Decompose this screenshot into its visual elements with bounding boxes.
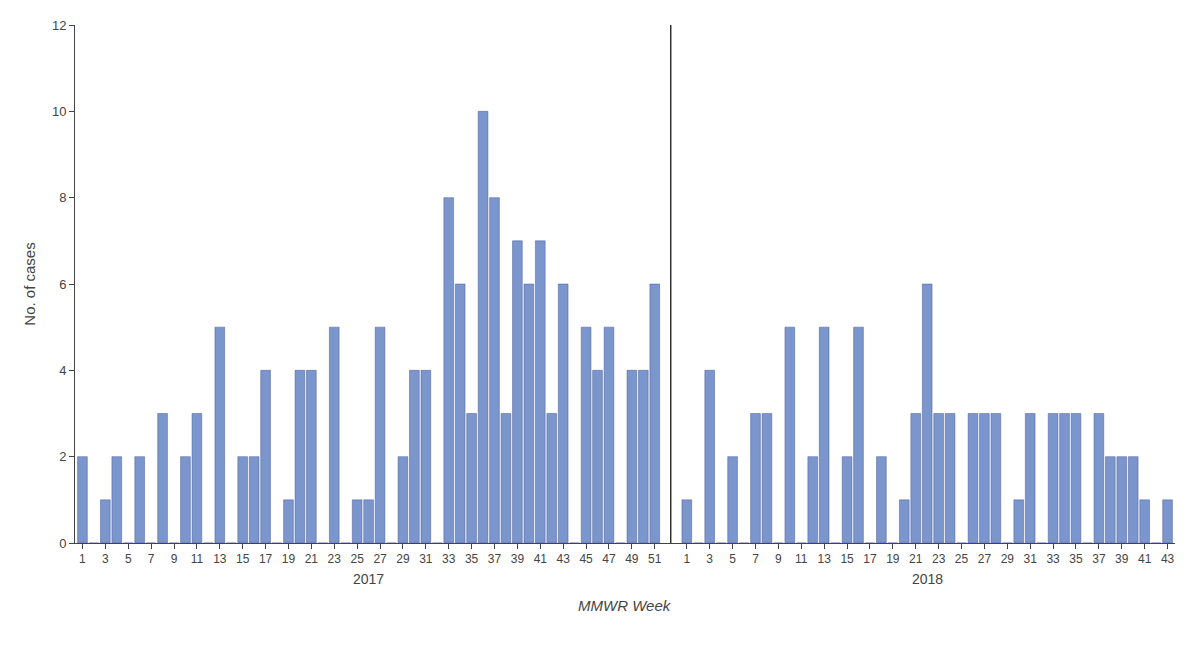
svg-text:1: 1 [79,552,86,566]
svg-text:21: 21 [909,552,923,566]
svg-text:2017: 2017 [353,571,384,587]
svg-text:31: 31 [1024,552,1038,566]
svg-text:27: 27 [978,552,992,566]
svg-text:23: 23 [328,552,342,566]
svg-text:43: 43 [557,552,571,566]
svg-text:0: 0 [59,536,66,551]
svg-text:35: 35 [1069,552,1083,566]
svg-text:7: 7 [752,552,759,566]
svg-text:10: 10 [52,104,66,119]
svg-text:41: 41 [1138,552,1152,566]
svg-text:13: 13 [817,552,831,566]
svg-text:47: 47 [602,552,616,566]
svg-text:29: 29 [1001,552,1015,566]
svg-text:9: 9 [775,552,782,566]
svg-text:MMWR Week: MMWR Week [578,597,672,614]
svg-text:43: 43 [1161,552,1175,566]
svg-text:9: 9 [171,552,178,566]
svg-text:33: 33 [442,552,456,566]
svg-text:11: 11 [795,552,808,566]
svg-text:No. of cases: No. of cases [21,242,38,325]
svg-text:49: 49 [625,552,639,566]
svg-text:35: 35 [465,552,479,566]
svg-text:17: 17 [863,552,877,566]
svg-text:15: 15 [840,552,854,566]
svg-text:19: 19 [282,552,296,566]
svg-text:12: 12 [52,18,66,33]
svg-text:39: 39 [1115,552,1129,566]
svg-text:4: 4 [59,363,66,378]
svg-text:45: 45 [579,552,593,566]
svg-text:21: 21 [305,552,319,566]
svg-text:39: 39 [511,552,525,566]
svg-text:37: 37 [1092,552,1106,566]
svg-text:25: 25 [350,552,364,566]
svg-text:29: 29 [396,552,410,566]
svg-text:17: 17 [259,552,273,566]
svg-text:19: 19 [886,552,900,566]
svg-text:1: 1 [683,552,690,566]
svg-text:27: 27 [373,552,387,566]
svg-text:13: 13 [213,552,227,566]
svg-text:15: 15 [236,552,250,566]
svg-text:3: 3 [102,552,109,566]
svg-text:5: 5 [125,552,132,566]
svg-text:23: 23 [932,552,946,566]
svg-text:8: 8 [59,190,66,205]
svg-text:6: 6 [59,277,66,292]
svg-text:7: 7 [148,552,155,566]
svg-text:11: 11 [191,552,204,566]
svg-text:5: 5 [729,552,736,566]
svg-text:25: 25 [955,552,969,566]
svg-text:2018: 2018 [912,571,943,587]
svg-text:37: 37 [488,552,502,566]
svg-text:33: 33 [1046,552,1060,566]
svg-text:31: 31 [419,552,433,566]
svg-text:2: 2 [59,449,66,464]
svg-text:3: 3 [706,552,713,566]
svg-text:51: 51 [648,552,662,566]
svg-text:41: 41 [534,552,548,566]
